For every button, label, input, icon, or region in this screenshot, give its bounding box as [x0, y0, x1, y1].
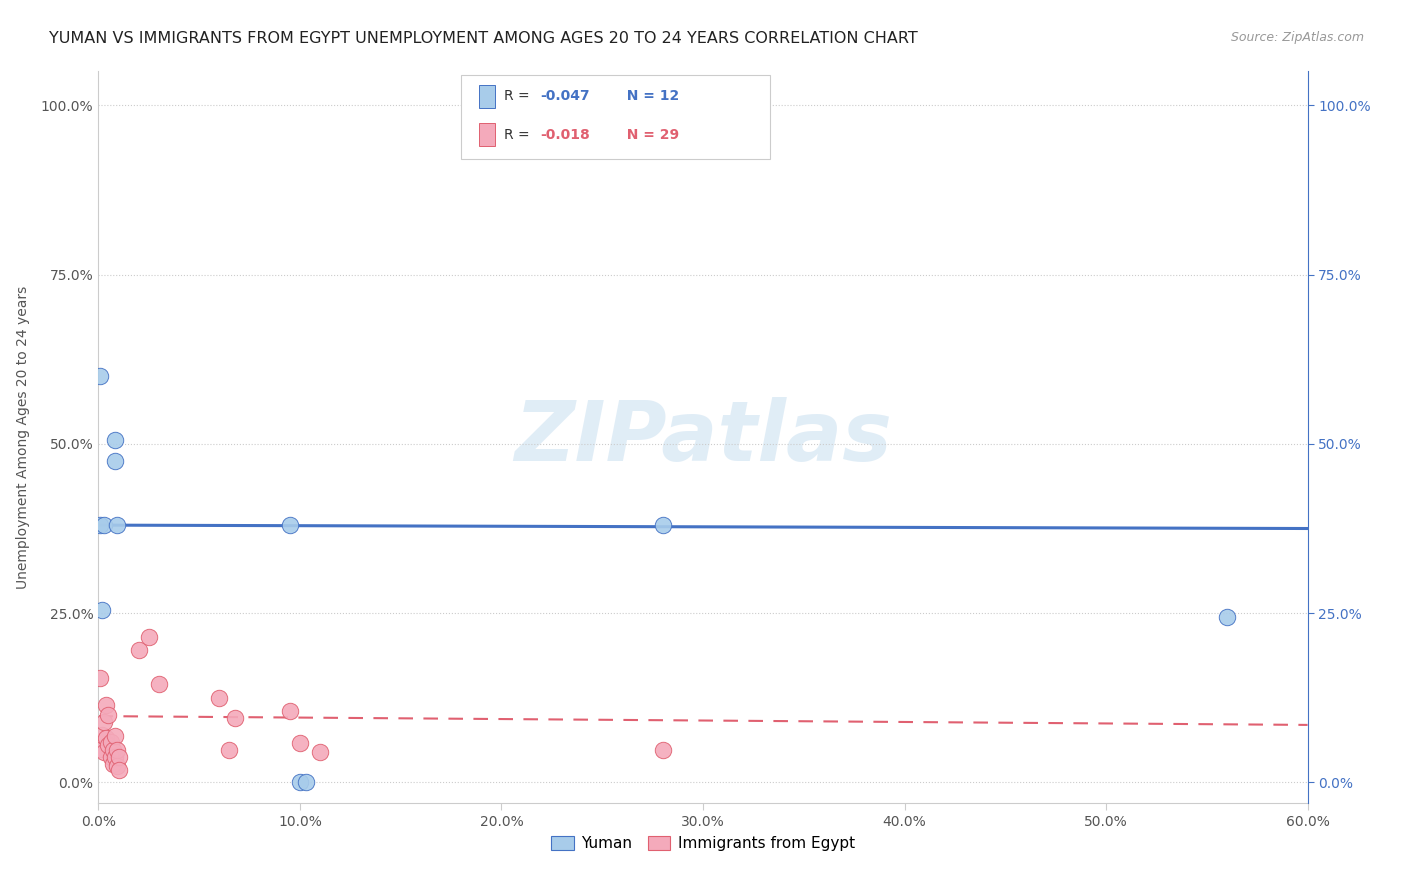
Point	[101, 743, 124, 757]
Point	[224, 711, 246, 725]
Point	[89, 518, 111, 533]
Point	[96, 698, 118, 712]
Text: YUMAN VS IMMIGRANTS FROM EGYPT UNEMPLOYMENT AMONG AGES 20 TO 24 YEARS CORRELATIO: YUMAN VS IMMIGRANTS FROM EGYPT UNEMPLOYM…	[49, 31, 918, 46]
Point	[105, 758, 128, 772]
Point	[101, 756, 124, 771]
FancyBboxPatch shape	[461, 75, 769, 159]
Point	[138, 630, 160, 644]
Point	[89, 369, 111, 384]
Point	[295, 775, 318, 789]
FancyBboxPatch shape	[479, 85, 495, 108]
Point	[218, 743, 240, 757]
Text: ZIPatlas: ZIPatlas	[515, 397, 891, 477]
Text: N = 29: N = 29	[617, 128, 679, 142]
Point	[91, 603, 114, 617]
Point	[96, 731, 118, 746]
Point	[93, 714, 115, 729]
Point	[93, 745, 115, 759]
Point	[103, 730, 125, 744]
Point	[107, 749, 129, 764]
Text: R =: R =	[505, 89, 534, 103]
Text: Source: ZipAtlas.com: Source: ZipAtlas.com	[1230, 31, 1364, 45]
Point	[278, 518, 301, 533]
Point	[288, 736, 311, 750]
Y-axis label: Unemployment Among Ages 20 to 24 years: Unemployment Among Ages 20 to 24 years	[15, 285, 30, 589]
Point	[103, 749, 125, 764]
Point	[105, 743, 128, 757]
Point	[278, 705, 301, 719]
Point	[103, 434, 125, 448]
Point	[89, 671, 111, 685]
Point	[208, 690, 231, 705]
Point	[107, 764, 129, 778]
Legend: Yuman, Immigrants from Egypt: Yuman, Immigrants from Egypt	[544, 830, 862, 857]
Point	[100, 735, 122, 749]
Point	[89, 741, 111, 756]
Point	[128, 643, 150, 657]
Point	[97, 738, 120, 752]
Point	[97, 707, 120, 722]
Point	[93, 518, 115, 533]
Point	[100, 749, 122, 764]
Point	[148, 677, 170, 691]
Point	[91, 728, 114, 742]
Text: N = 12: N = 12	[617, 89, 679, 103]
Text: R =: R =	[505, 128, 534, 142]
Point	[103, 454, 125, 468]
FancyBboxPatch shape	[479, 123, 495, 146]
Point	[309, 745, 332, 759]
Point	[105, 518, 128, 533]
Point	[651, 518, 673, 533]
Text: -0.018: -0.018	[540, 128, 591, 142]
Point	[288, 775, 311, 789]
Point	[651, 743, 673, 757]
Point	[1216, 609, 1239, 624]
Text: -0.047: -0.047	[540, 89, 591, 103]
